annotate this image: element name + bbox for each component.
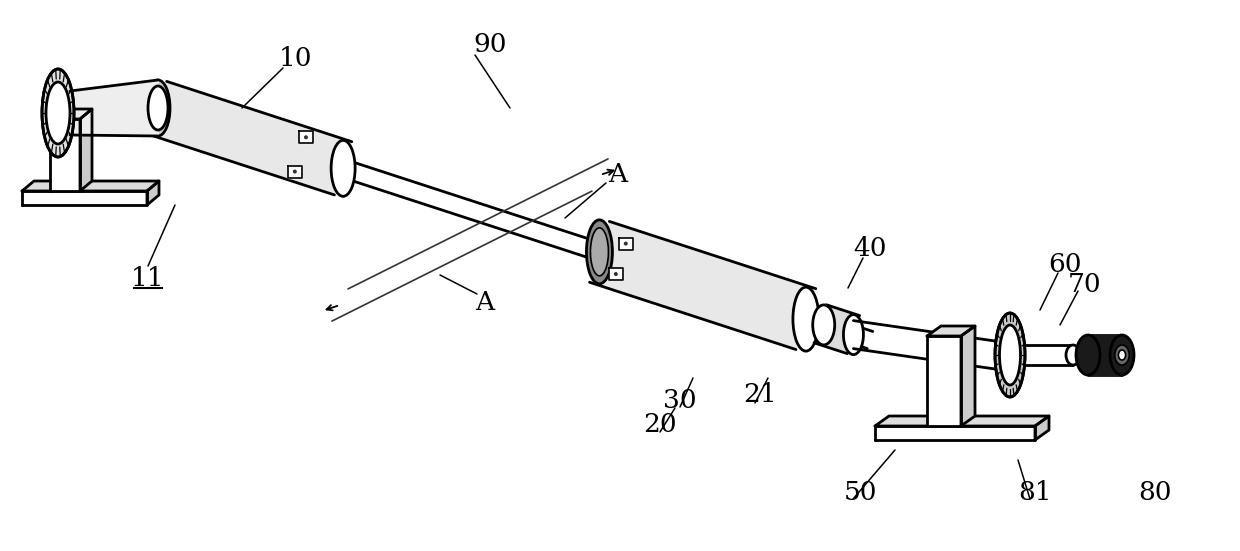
Polygon shape (50, 119, 81, 191)
Text: 60: 60 (1048, 252, 1081, 278)
Ellipse shape (999, 325, 1021, 385)
Ellipse shape (1066, 345, 1080, 365)
Ellipse shape (843, 315, 863, 355)
Text: 81: 81 (1018, 479, 1052, 505)
Polygon shape (22, 191, 148, 205)
Ellipse shape (1115, 345, 1130, 365)
Text: 80: 80 (1138, 479, 1172, 505)
Polygon shape (1087, 335, 1122, 375)
Polygon shape (50, 109, 92, 119)
Polygon shape (813, 305, 859, 354)
Ellipse shape (792, 287, 818, 351)
Ellipse shape (146, 80, 170, 136)
Polygon shape (148, 181, 159, 205)
Text: 21: 21 (743, 382, 776, 408)
Polygon shape (155, 99, 873, 349)
Text: 40: 40 (853, 235, 887, 261)
Ellipse shape (46, 82, 69, 144)
Polygon shape (69, 80, 157, 136)
Ellipse shape (994, 313, 1025, 397)
Polygon shape (589, 222, 816, 349)
Ellipse shape (590, 228, 609, 276)
Polygon shape (875, 416, 1049, 426)
Ellipse shape (331, 141, 355, 196)
Polygon shape (875, 426, 1035, 440)
Text: 90: 90 (474, 33, 507, 57)
Polygon shape (22, 181, 159, 191)
Polygon shape (619, 237, 632, 250)
Ellipse shape (304, 136, 308, 139)
Polygon shape (149, 82, 352, 195)
Ellipse shape (624, 241, 627, 246)
Ellipse shape (293, 170, 296, 174)
Polygon shape (299, 131, 312, 143)
Ellipse shape (1076, 335, 1100, 375)
Polygon shape (928, 336, 961, 426)
Text: 70: 70 (1068, 273, 1102, 298)
Ellipse shape (1118, 350, 1126, 360)
Polygon shape (609, 268, 622, 280)
Text: A: A (609, 163, 627, 187)
Text: 20: 20 (644, 413, 677, 437)
Ellipse shape (42, 69, 74, 157)
Ellipse shape (614, 272, 618, 276)
Text: 11: 11 (131, 266, 165, 290)
Text: 30: 30 (663, 387, 697, 413)
Polygon shape (928, 326, 975, 336)
Polygon shape (81, 109, 92, 191)
Text: 10: 10 (278, 46, 311, 71)
Ellipse shape (148, 86, 167, 130)
Ellipse shape (812, 305, 835, 345)
Text: A: A (475, 289, 495, 315)
Polygon shape (288, 165, 301, 177)
Ellipse shape (587, 220, 613, 284)
Text: 50: 50 (843, 479, 877, 505)
Polygon shape (961, 326, 975, 426)
Ellipse shape (1110, 335, 1135, 375)
Polygon shape (1035, 416, 1049, 440)
